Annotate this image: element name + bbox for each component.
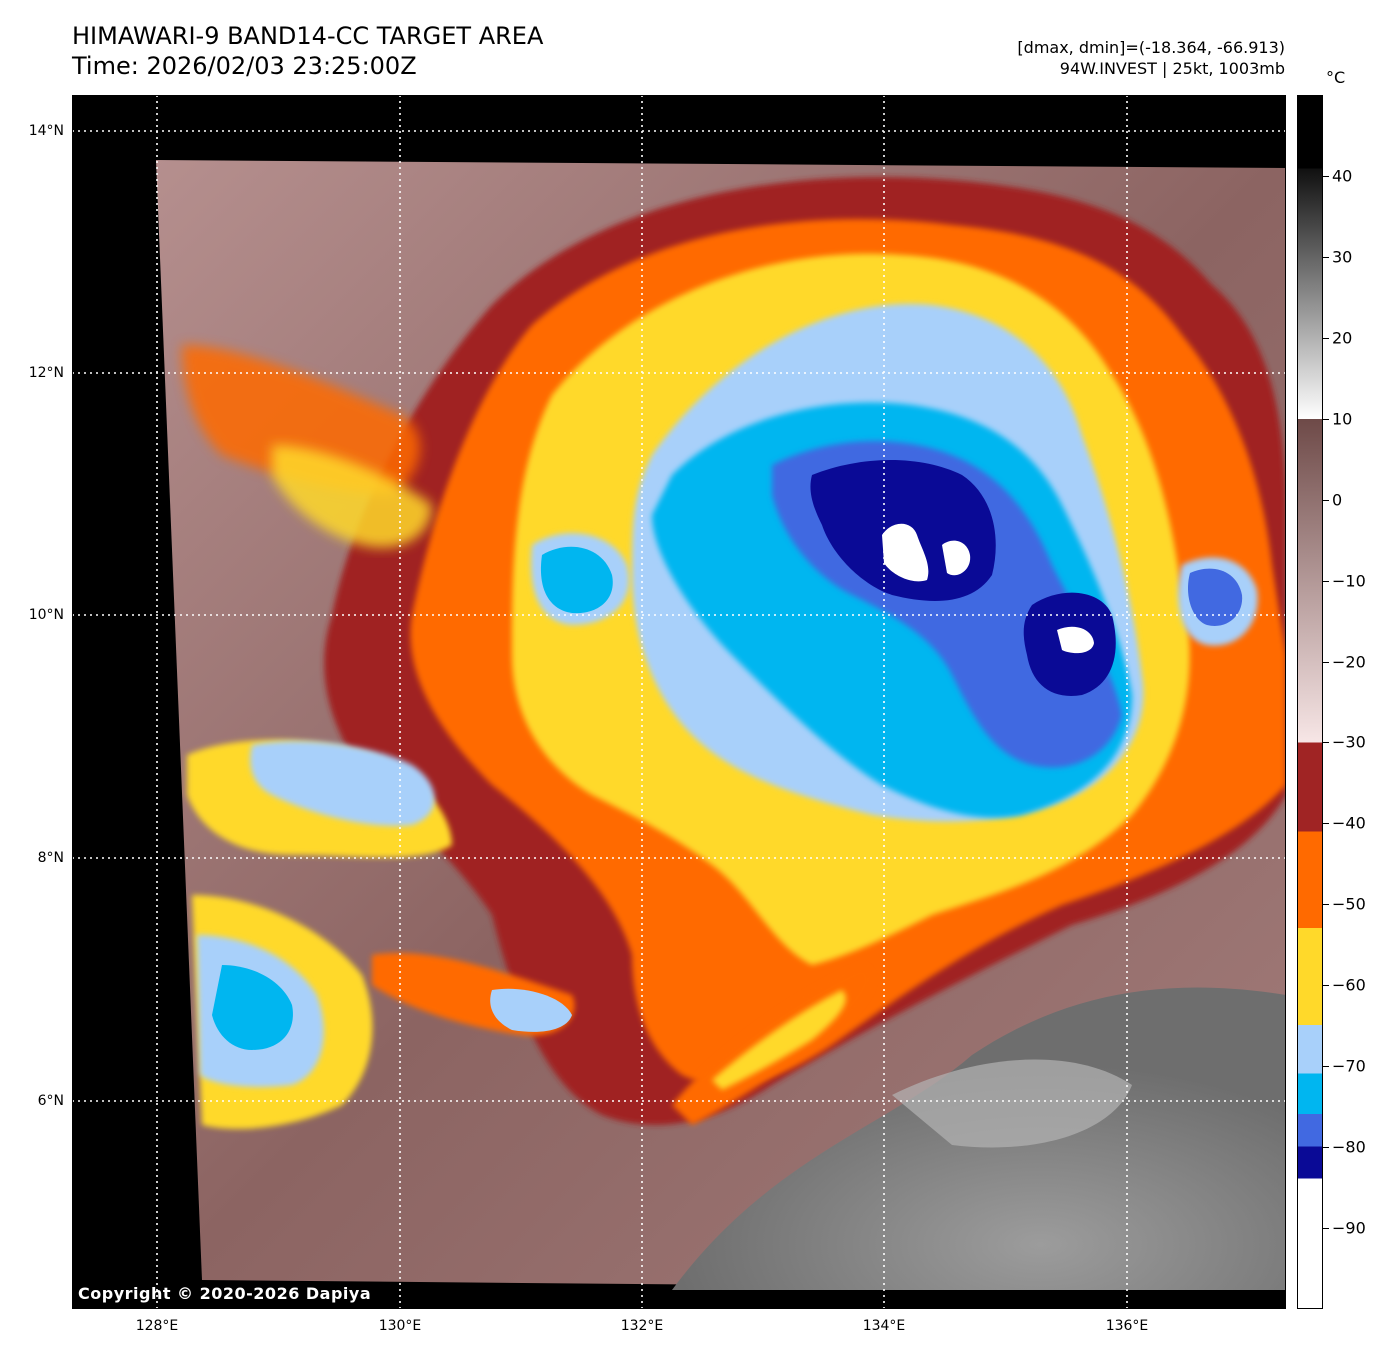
chart-title: HIMAWARI-9 BAND14-CC TARGET AREA bbox=[72, 22, 544, 50]
colorbar-tick-label: 0 bbox=[1332, 490, 1343, 510]
colorbar-tick-label: −80 bbox=[1332, 1137, 1366, 1157]
lon-label-128e: 128°E bbox=[135, 1318, 179, 1334]
cloud-cluster bbox=[250, 741, 435, 826]
coldest-tops bbox=[882, 523, 929, 582]
colorbar-tick-label: 10 bbox=[1332, 409, 1353, 429]
colorbar-tick-mark bbox=[1323, 1228, 1329, 1230]
graticule bbox=[72, 95, 1286, 1309]
lat-label-6n: 6°N bbox=[37, 1093, 64, 1109]
colorbar-tick-label: −50 bbox=[1332, 894, 1366, 914]
colorbar-tick-label: −20 bbox=[1332, 652, 1366, 672]
lon-label-132e: 132°E bbox=[620, 1318, 664, 1334]
coldest-tops bbox=[1057, 626, 1094, 654]
coldest-tops bbox=[942, 540, 971, 576]
lat-label-14n: 14°N bbox=[28, 123, 64, 139]
lon-label-136e: 136°E bbox=[1105, 1318, 1149, 1334]
colorbar-tick-label: −30 bbox=[1332, 732, 1366, 752]
colorbar-tick-label: −70 bbox=[1332, 1056, 1366, 1076]
storm-info: 94W.INVEST | 25kt, 1003mb bbox=[1059, 59, 1285, 78]
colorbar-tick-mark bbox=[1323, 742, 1329, 744]
colorbar-unit: °C bbox=[1326, 68, 1346, 87]
lon-label-130e: 130°E bbox=[378, 1318, 422, 1334]
map-frame bbox=[72, 95, 1286, 1309]
colorbar-tick-mark bbox=[1323, 661, 1329, 663]
colorbar-tick-mark bbox=[1323, 580, 1329, 582]
colorbar-tick-mark bbox=[1323, 499, 1329, 501]
satellite-map bbox=[72, 95, 1286, 1309]
colorbar-tick-mark bbox=[1323, 256, 1329, 258]
colorbar-tick-label: −10 bbox=[1332, 571, 1366, 591]
colorbar-tick-mark bbox=[1323, 1147, 1329, 1149]
clear-sky-patch bbox=[892, 1059, 1132, 1148]
cloud-cluster bbox=[1187, 568, 1243, 626]
colorbar bbox=[1297, 95, 1323, 1309]
colorbar-tick-label: 20 bbox=[1332, 328, 1353, 348]
cloud-streak bbox=[712, 990, 846, 1090]
colorbar-tick-label: 30 bbox=[1332, 247, 1353, 267]
dmax-dmin-readout: [dmax, dmin]=(-18.364, -66.913) bbox=[1017, 38, 1285, 57]
colorbar-tick-mark bbox=[1323, 904, 1329, 906]
colorbar-tick-label: 40 bbox=[1332, 166, 1353, 186]
colorbar-tick-mark bbox=[1323, 823, 1329, 825]
copyright-notice: Copyright © 2020-2026 Dapiya bbox=[78, 1284, 372, 1303]
lat-label-8n: 8°N bbox=[37, 850, 64, 866]
cloud-band-south bbox=[212, 965, 293, 1050]
lat-label-10n: 10°N bbox=[28, 607, 64, 623]
colorbar-tick-label: −40 bbox=[1332, 813, 1366, 833]
colorbar-tick-label: −90 bbox=[1332, 1218, 1366, 1238]
timestamp: Time: 2026/02/03 23:25:00Z bbox=[72, 52, 417, 80]
cloud-streak bbox=[272, 445, 432, 548]
colorbar-tick-mark bbox=[1323, 337, 1329, 339]
lat-label-12n: 12°N bbox=[28, 365, 64, 381]
colorbar-tick-mark bbox=[1323, 985, 1329, 987]
colorbar-tick-label: −60 bbox=[1332, 975, 1366, 995]
cloud-cluster bbox=[540, 546, 613, 614]
lon-label-134e: 134°E bbox=[862, 1318, 906, 1334]
colorbar-tick-mark bbox=[1323, 1066, 1329, 1068]
colorbar-tick-mark bbox=[1323, 175, 1329, 177]
cloud-streak bbox=[490, 988, 572, 1032]
colorbar-tick-mark bbox=[1323, 418, 1329, 420]
imagery-layer bbox=[156, 160, 1286, 1290]
cloud-streak bbox=[182, 345, 421, 495]
